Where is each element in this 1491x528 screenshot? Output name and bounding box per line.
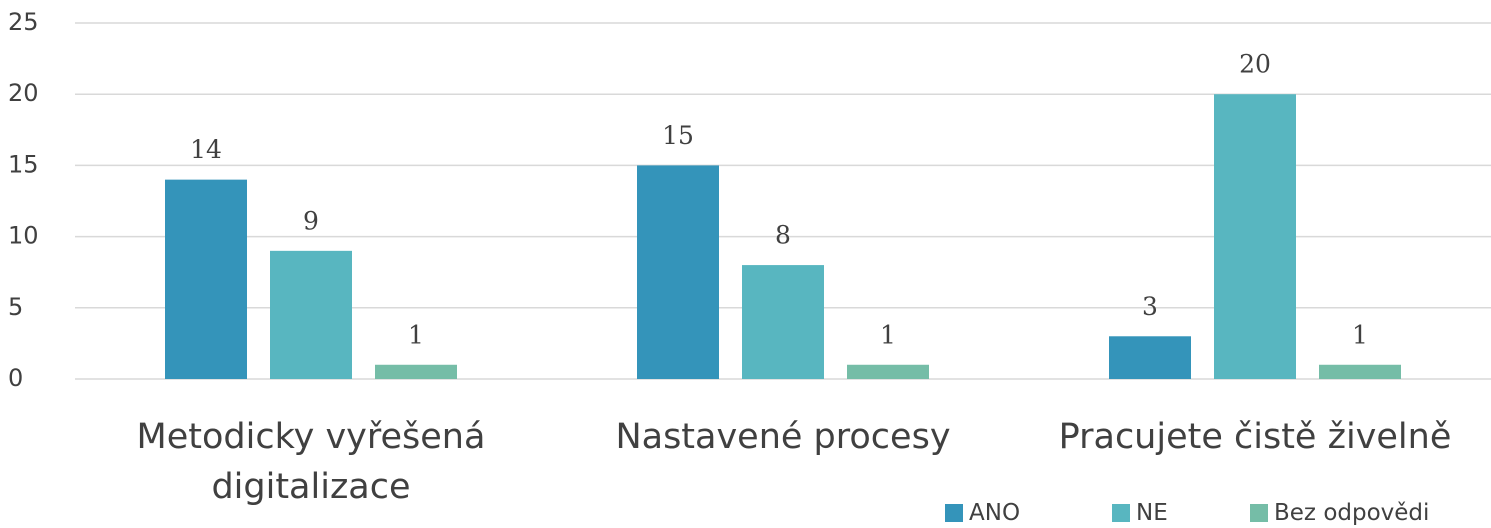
legend-item: ANO: [945, 498, 1020, 528]
legend-label: NE: [1136, 500, 1168, 526]
data-label: 1: [880, 320, 896, 349]
data-label: 1: [1352, 320, 1368, 349]
x-tick-label: Metodicky vyřešená digitalizace: [136, 417, 486, 507]
bar: [1319, 364, 1401, 379]
data-label: 20: [1239, 50, 1271, 79]
bar: [165, 179, 247, 379]
data-label: 1: [408, 320, 424, 349]
legend-swatch: [1250, 504, 1268, 522]
bar: [375, 364, 457, 379]
bar: [637, 165, 719, 379]
bar: [742, 265, 824, 379]
x-tick-label: Nastavené procesy: [615, 417, 951, 457]
y-tick-label: 5: [8, 293, 23, 321]
y-tick-label: 0: [8, 364, 23, 392]
x-tick-label: Pracujete čistě živelně: [1058, 417, 1452, 457]
legend-label: ANO: [969, 500, 1021, 526]
data-label: 14: [190, 135, 222, 164]
legend-item: Bez odpovědi: [1250, 498, 1429, 528]
y-tick-label: 15: [8, 150, 39, 178]
legend-swatch: [945, 504, 963, 522]
legend-item: NE: [1112, 498, 1168, 528]
legend-swatch: [1112, 504, 1130, 522]
y-tick-label: 20: [8, 79, 39, 107]
bar: [270, 250, 352, 379]
data-label: 15: [662, 121, 694, 150]
bar: [847, 364, 929, 379]
y-tick-label: 10: [8, 222, 39, 250]
data-label: 3: [1142, 292, 1158, 321]
y-tick-label: 25: [8, 8, 39, 36]
legend-label: Bez odpovědi: [1274, 500, 1430, 526]
bar: [1214, 94, 1296, 379]
data-label: 9: [303, 206, 319, 235]
data-label: 8: [775, 221, 791, 250]
bar: [1109, 336, 1191, 379]
